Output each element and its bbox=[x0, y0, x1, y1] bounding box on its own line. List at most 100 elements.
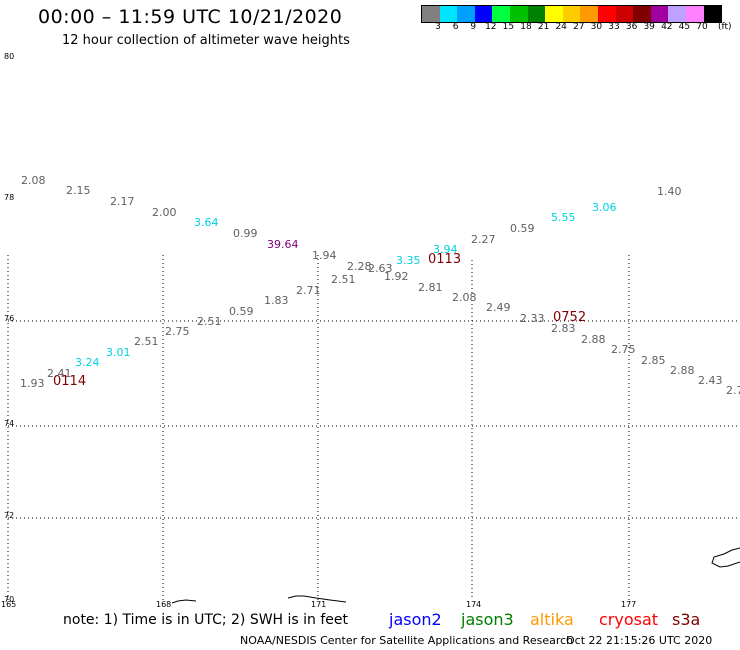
color-scale-label: 39 bbox=[643, 22, 655, 32]
wave-height-value: 2.43 bbox=[698, 374, 723, 387]
latitude-label: 74 bbox=[4, 419, 15, 428]
wave-height-value: 2.75 bbox=[611, 343, 636, 356]
color-swatch bbox=[668, 6, 686, 22]
color-scale-label: 42 bbox=[661, 22, 673, 32]
wave-height-value: 2.41 bbox=[47, 367, 72, 380]
color-scale-label: 30 bbox=[590, 22, 603, 32]
map-subtitle: 12 hour collection of altimeter wave hei… bbox=[62, 33, 350, 48]
color-swatch bbox=[580, 6, 598, 22]
wave-height-value: 2.81 bbox=[418, 281, 443, 294]
wave-height-value: 2.7 bbox=[726, 384, 740, 397]
footer-note: note: 1) Time is in UTC; 2) SWH is in fe… bbox=[63, 612, 349, 628]
color-scale-label: 33 bbox=[608, 22, 620, 32]
wave-height-value: 2.88 bbox=[581, 333, 606, 346]
longitude-label: 174 bbox=[466, 600, 482, 609]
longitude-label: 177 bbox=[621, 600, 637, 609]
color-swatch bbox=[562, 6, 581, 22]
coastline-south-2 bbox=[287, 595, 347, 603]
color-swatch bbox=[439, 6, 458, 22]
wave-height-value: 2.51 bbox=[197, 315, 222, 328]
wave-height-value: 2.88 bbox=[670, 364, 695, 377]
color-swatch bbox=[633, 6, 651, 22]
satellite-legend-altika: altika bbox=[530, 610, 574, 629]
color-scale-label: 18 bbox=[520, 22, 532, 32]
generated-timestamp: Oct 22 21:15:26 UTC 2020 bbox=[566, 634, 713, 647]
wave-height-value: 2.00 bbox=[152, 206, 177, 219]
wave-height-value: 2.71 bbox=[296, 284, 321, 297]
color-scale-label: 70 bbox=[696, 22, 708, 32]
latitude-label: 76 bbox=[4, 314, 15, 323]
wave-height-value: 2.51 bbox=[134, 335, 159, 348]
coastline-east bbox=[711, 547, 740, 568]
color-swatch bbox=[615, 6, 634, 22]
wave-height-value: 2.17 bbox=[110, 195, 135, 208]
wave-height-value: 2.08 bbox=[21, 174, 46, 187]
map-title: 00:00 – 11:59 UTC 10/21/2020 bbox=[38, 6, 343, 28]
color-scale-label: 27 bbox=[573, 22, 585, 32]
pass-time-label: 0752 bbox=[553, 310, 587, 325]
wave-height-value: 2.33 bbox=[520, 312, 545, 325]
wave-height-value: 3.35 bbox=[396, 254, 421, 267]
longitude-label: 171 bbox=[311, 600, 327, 609]
color-scale-label: 12 bbox=[485, 22, 497, 32]
wave-height-value: 5.55 bbox=[551, 211, 576, 224]
wave-height-value: 0.59 bbox=[510, 222, 535, 235]
color-swatch bbox=[527, 6, 546, 22]
wave-height-value: 2.15 bbox=[66, 184, 91, 197]
color-swatch bbox=[457, 6, 475, 22]
color-scale-label: 15 bbox=[502, 22, 515, 32]
pass-time-label: 0114 bbox=[53, 374, 87, 389]
satellite-legend-s3a: s3a bbox=[672, 610, 701, 629]
wave-height-value: 1.92 bbox=[384, 270, 409, 283]
wave-height-value: 3.24 bbox=[75, 356, 100, 369]
wave-height-value: 1.83 bbox=[264, 294, 289, 307]
latitude-label: 72 bbox=[4, 511, 15, 520]
wave-height-value: 3.06 bbox=[592, 201, 617, 214]
wave-height-value: 3.01 bbox=[106, 346, 131, 359]
wave-height-value: 1.94 bbox=[312, 249, 337, 262]
color-scale-label: 6 bbox=[452, 22, 459, 32]
wave-height-value: 39.64 bbox=[267, 238, 299, 251]
color-scale-bar bbox=[421, 5, 723, 23]
color-swatch bbox=[492, 6, 510, 22]
color-swatch bbox=[650, 6, 669, 22]
longitude-label: 165 bbox=[1, 600, 17, 609]
color-scale-label: 45 bbox=[678, 22, 691, 32]
color-swatch bbox=[545, 6, 563, 22]
color-scale-label: 36 bbox=[625, 22, 638, 32]
color-swatch bbox=[685, 6, 704, 22]
wave-height-value: 2.27 bbox=[471, 233, 496, 246]
color-scale-unit: (ft) bbox=[718, 22, 732, 32]
color-scale-label: 24 bbox=[555, 22, 567, 32]
color-swatch bbox=[474, 6, 493, 22]
coastline bbox=[171, 547, 740, 604]
wave-height-value: 2.49 bbox=[486, 301, 511, 314]
wave-height-value: 2.51 bbox=[331, 273, 356, 286]
wave-height-value: 3.94 bbox=[433, 243, 458, 256]
satellite-legend-cryosat: cryosat bbox=[599, 610, 659, 629]
latitude-label: 70 bbox=[4, 595, 15, 604]
color-swatch bbox=[422, 6, 440, 22]
wave-height-value: 2.63 bbox=[368, 262, 393, 275]
color-scale-label: 21 bbox=[537, 22, 550, 32]
latitude-label: 80 bbox=[4, 52, 15, 61]
graticule bbox=[7, 255, 740, 600]
wave-height-value: 3.64 bbox=[194, 216, 219, 229]
wave-height-value: 0.59 bbox=[229, 305, 254, 318]
wave-height-value: 2.83 bbox=[551, 322, 576, 335]
wave-height-value: 1.40 bbox=[657, 185, 682, 198]
color-scale-label: 3 bbox=[435, 22, 441, 32]
latitude-label: 78 bbox=[4, 193, 15, 202]
color-swatch bbox=[509, 6, 528, 22]
wave-height-value: 1.93 bbox=[20, 377, 45, 390]
color-swatch bbox=[597, 6, 616, 22]
coastline-south-1 bbox=[171, 599, 197, 604]
wave-height-value: 2.28 bbox=[347, 260, 372, 273]
wave-height-value: 2.08 bbox=[452, 291, 477, 304]
credit-text: NOAA/NESDIS Center for Satellite Applica… bbox=[240, 634, 574, 647]
wave-height-value: 2.85 bbox=[641, 354, 666, 367]
wave-height-value: 0.99 bbox=[233, 227, 258, 240]
longitude-label: 168 bbox=[156, 600, 172, 609]
color-swatch bbox=[703, 6, 722, 22]
satellite-legend-jason3: jason3 bbox=[461, 610, 514, 629]
